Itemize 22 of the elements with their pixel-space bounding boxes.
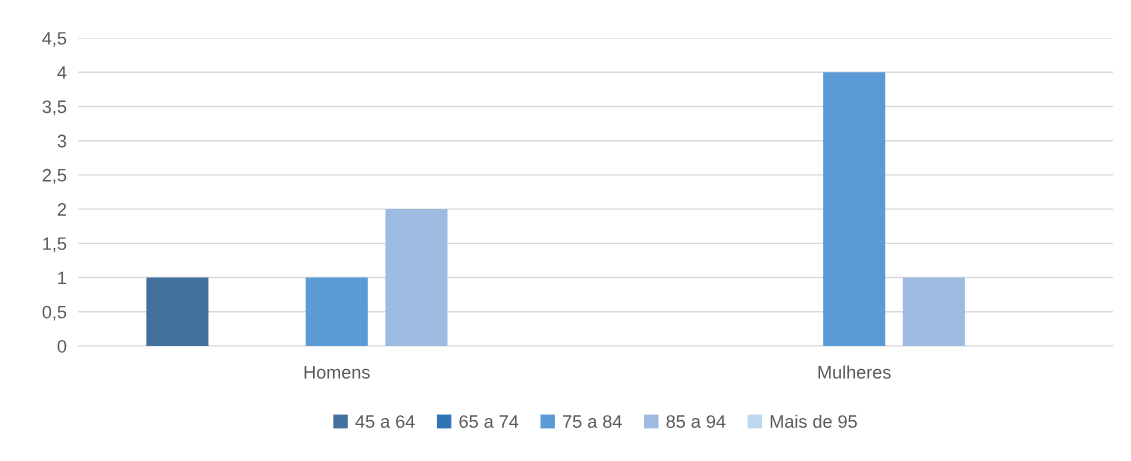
legend-label: Mais de 95 <box>770 414 857 428</box>
legend-label: 45 a 64 <box>355 415 415 428</box>
y-tick-label: 3 <box>57 134 67 148</box>
y-tick-label: 4,5 <box>42 32 67 47</box>
y-tick-label: 2 <box>57 203 67 216</box>
x-tick-label: Homens <box>304 366 370 379</box>
bar <box>902 277 965 346</box>
legend-label: 75 a 84 <box>563 415 622 428</box>
x-tick-label: Mulheres <box>818 365 891 379</box>
y-tick-label: 0 <box>57 339 67 353</box>
legend-label: 65 a 74 <box>459 415 519 428</box>
y-tick-label: 1,5 <box>43 237 67 253</box>
y-tick-label: 2,5 <box>42 168 67 184</box>
y-tick-label: 3,5 <box>42 100 67 116</box>
y-tick-label: 4 <box>57 66 67 79</box>
bar <box>305 277 368 346</box>
y-tick-label: 0,5 <box>42 305 67 321</box>
y-tick-label: 1 <box>58 271 67 285</box>
legend-label: 85 a 94 <box>666 415 726 428</box>
bar <box>146 277 209 346</box>
bar <box>823 72 886 346</box>
bar <box>385 209 448 346</box>
